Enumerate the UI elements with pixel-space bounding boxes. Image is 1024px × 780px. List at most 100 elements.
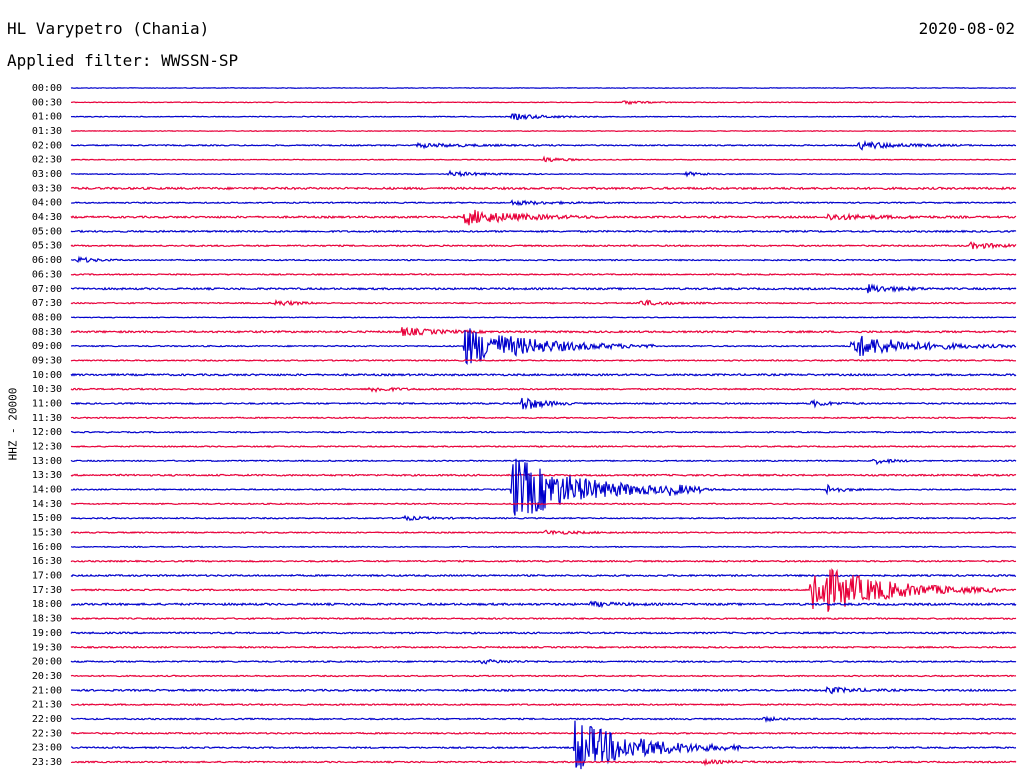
row-time-label: 18:30	[32, 614, 62, 625]
row-time-label: 10:30	[32, 384, 62, 395]
trace-line	[70, 631, 1017, 635]
row-time-label: 01:30	[32, 126, 62, 137]
row-time-label: 23:00	[32, 743, 62, 754]
date-label: 2020-08-02	[918, 19, 1015, 38]
row-time-label: 14:00	[32, 485, 62, 496]
trace-line	[70, 600, 1017, 609]
trace-line	[70, 502, 1017, 506]
trace-line	[70, 715, 1016, 723]
trace-line	[70, 386, 1017, 394]
row-time-label: 20:30	[32, 671, 62, 682]
row-time-label: 17:30	[32, 585, 62, 596]
trace-line	[70, 445, 1017, 449]
trace-line	[70, 731, 1017, 735]
trace-line	[71, 199, 1017, 207]
row-time-label: 23:30	[32, 757, 62, 768]
trace-line	[70, 674, 1017, 678]
row-time-label: 15:00	[32, 513, 62, 524]
row-time-label: 22:00	[32, 714, 62, 725]
trace-line	[70, 514, 1017, 522]
trace-line	[70, 298, 1017, 307]
row-time-label: 07:00	[32, 284, 62, 295]
row-time-label: 01:00	[32, 112, 62, 123]
trace-line	[70, 209, 1017, 226]
trace-line	[70, 645, 1017, 649]
trace-line	[70, 529, 1017, 536]
trace-line	[70, 241, 1017, 250]
trace-line	[70, 658, 1017, 665]
row-time-label: 13:00	[32, 456, 62, 467]
trace-line	[70, 559, 1017, 563]
trace-line	[70, 573, 1017, 578]
trace-line	[70, 416, 1017, 420]
row-time-label: 06:00	[32, 255, 62, 266]
row-time-label: 04:00	[32, 198, 62, 209]
trace-line	[70, 757, 1017, 767]
row-time-label: 17:00	[32, 571, 62, 582]
row-time-label: 05:00	[32, 226, 62, 237]
row-time-label: 00:30	[32, 97, 62, 108]
trace-line	[70, 139, 1017, 151]
row-time-label: 08:30	[32, 327, 62, 338]
row-time-label: 12:30	[32, 442, 62, 453]
row-time-label: 04:30	[32, 212, 62, 223]
row-time-label: 21:00	[32, 685, 62, 696]
row-time-label: 22:30	[32, 728, 62, 739]
trace-line	[70, 458, 1017, 516]
row-time-label: 11:00	[32, 398, 62, 409]
row-time-label: 09:00	[32, 341, 62, 352]
row-time-label: 21:30	[32, 700, 62, 711]
trace-line	[70, 458, 1017, 466]
trace-line	[70, 316, 1017, 319]
row-time-label: 03:00	[32, 169, 62, 180]
row-time-label: 07:30	[32, 298, 62, 309]
row-time-label: 14:30	[32, 499, 62, 510]
trace-line	[70, 617, 1017, 621]
trace-line	[70, 87, 1017, 89]
row-time-label: 03:30	[32, 183, 62, 194]
trace-line	[70, 129, 1017, 133]
row-time-label: 18:00	[32, 599, 62, 610]
row-time-label: 06:30	[32, 269, 62, 280]
trace-line	[70, 328, 1017, 365]
row-time-label: 02:00	[32, 140, 62, 151]
trace-line	[70, 113, 1017, 121]
row-time-label: 13:30	[32, 470, 62, 481]
trace-line	[70, 186, 1017, 191]
row-time-label: 12:00	[32, 427, 62, 438]
trace-line	[70, 568, 1017, 612]
trace-line	[70, 686, 1017, 695]
trace-line	[70, 545, 1017, 549]
row-time-label: 15:30	[32, 528, 62, 539]
trace-line	[70, 169, 1017, 178]
trace-line	[70, 430, 1017, 434]
row-time-label: 09:30	[32, 355, 62, 366]
row-time-label: 00:00	[32, 83, 62, 94]
trace-line	[70, 273, 1017, 276]
filter-label: Applied filter: WWSSN-SP	[7, 51, 239, 70]
row-time-label: 08:00	[32, 312, 62, 323]
station-title: HL Varypetro (Chania)	[7, 19, 210, 38]
trace-line	[70, 720, 1017, 770]
trace-line	[70, 100, 1017, 106]
trace-line	[70, 702, 1017, 707]
row-time-label: 10:00	[32, 370, 62, 381]
trace-line	[70, 372, 1017, 377]
trace-line	[70, 255, 1017, 263]
row-time-label: 11:30	[32, 413, 62, 424]
row-time-label: 19:00	[32, 628, 62, 639]
trace-line	[70, 473, 1017, 477]
row-time-label: 02:30	[32, 155, 62, 166]
trace-line	[70, 397, 1017, 410]
row-time-label: 19:30	[32, 642, 62, 653]
trace-line	[70, 229, 1017, 234]
trace-line	[70, 326, 1017, 337]
trace-line	[70, 283, 1017, 294]
trace-line	[70, 155, 1017, 163]
row-time-label: 05:30	[32, 241, 62, 252]
row-time-label: 16:00	[32, 542, 62, 553]
row-time-label: 20:00	[32, 657, 62, 668]
row-time-label: 16:30	[32, 556, 62, 567]
trace-line	[70, 358, 1017, 362]
